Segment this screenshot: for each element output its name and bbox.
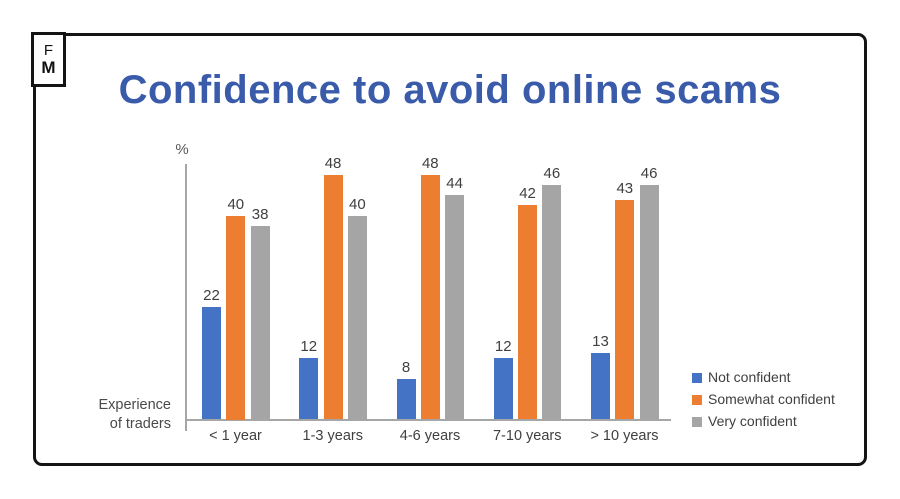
bar-value-label: 48	[421, 154, 439, 172]
bar-value-label: 8	[401, 358, 411, 376]
bar-not-confident	[493, 358, 513, 420]
legend-swatch	[692, 416, 702, 427]
bar-value-label: 42	[519, 185, 536, 203]
bar-somewhat-confident	[615, 200, 635, 420]
bar-value-label: 40	[349, 195, 366, 213]
bar-value-label: 46	[640, 164, 658, 182]
bar-very-confident	[250, 225, 270, 420]
x-axis-line	[185, 419, 671, 421]
x-axis-category-label: 1-3 years	[302, 428, 363, 444]
fm-logo-letter-f: F	[43, 42, 54, 59]
bar-not-confident	[299, 358, 319, 420]
x-axis-title-line2: of traders	[109, 416, 171, 432]
x-axis-category-label: 4-6 years	[399, 428, 461, 444]
bar-very-confident	[639, 184, 659, 420]
fm-logo: F M	[31, 32, 66, 87]
legend-item-somewhat-confident: Somewhat confident	[692, 389, 835, 410]
bar-value-label: 38	[251, 205, 269, 223]
bar-not-confident	[202, 307, 221, 420]
chart-title: Confidence to avoid online scams	[118, 68, 782, 112]
bar-very-confident	[542, 184, 562, 420]
bar-value-label: 22	[203, 287, 220, 305]
y-axis-line	[185, 164, 187, 431]
bar-value-label: 13	[592, 333, 609, 351]
bar-value-label: 48	[324, 154, 342, 172]
bar-somewhat-confident	[323, 174, 343, 420]
legend-swatch	[692, 394, 702, 405]
legend-item-very-confident: Very confident	[692, 411, 835, 432]
bar-value-label: 43	[616, 180, 634, 198]
legend-label: Not confident	[708, 369, 791, 385]
fm-logo-letter-m: M	[41, 58, 56, 77]
y-axis-unit-label: %	[175, 141, 189, 158]
bar-somewhat-confident	[518, 205, 538, 420]
legend-swatch	[692, 372, 702, 383]
legend-label: Somewhat confident	[708, 391, 835, 407]
x-axis-category-label: < 1 year	[209, 428, 262, 444]
bar-somewhat-confident	[226, 215, 246, 420]
x-axis-category-label: 7-10 years	[492, 428, 562, 444]
bar-very-confident	[445, 195, 465, 420]
legend-item-not-confident: Not confident	[692, 367, 835, 388]
bar-value-label: 44	[446, 175, 463, 193]
legend-label: Very confident	[708, 413, 797, 429]
bar-value-label: 46	[543, 164, 561, 182]
x-axis-category-label: > 10 years	[590, 428, 659, 444]
bar-not-confident	[591, 353, 610, 420]
bar-value-label: 40	[227, 195, 245, 213]
x-axis-title-line1: Experience	[98, 397, 171, 413]
bar-not-confident	[396, 378, 416, 420]
chart-legend: Not confident Somewhat confident Very conf…	[692, 367, 835, 433]
bar-very-confident	[347, 215, 367, 420]
x-axis-title: Experience of traders	[38, 396, 171, 434]
bar-value-label: 12	[300, 338, 318, 356]
bar-value-label: 12	[494, 338, 512, 356]
bar-somewhat-confident	[420, 174, 440, 420]
